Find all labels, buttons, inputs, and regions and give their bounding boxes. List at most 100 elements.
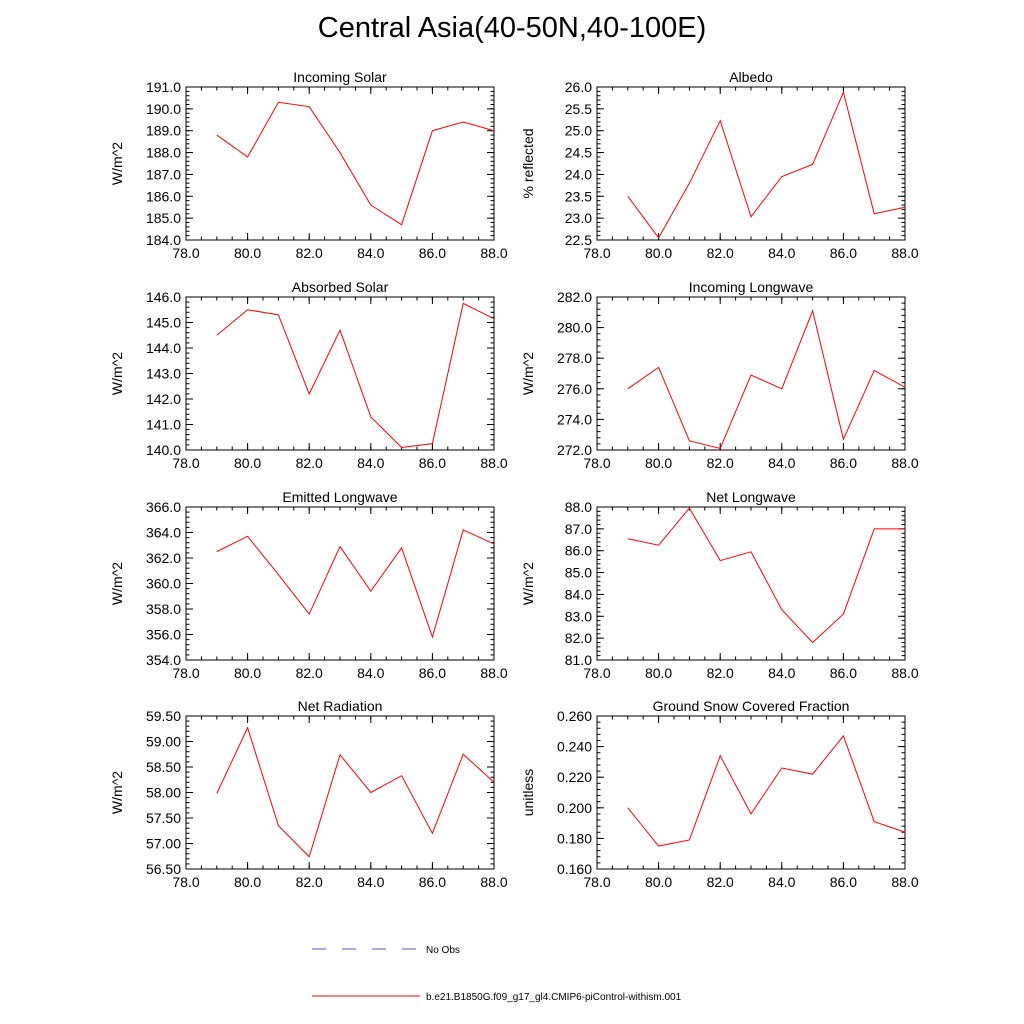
y-tick-label: 88.0 (565, 499, 592, 515)
y-tick-label: 84.0 (565, 586, 592, 602)
y-tick-label: 0.200 (557, 800, 592, 816)
y-tick-label: 276.0 (557, 381, 592, 397)
y-tick-label: 26.0 (565, 79, 592, 95)
panel-title: Incoming Solar (293, 69, 387, 85)
x-tick-label: 78.0 (172, 874, 199, 890)
panel-net-longwave: Net Longwave W/m^2 78.0 80.0 82.0 84.0 86.0 88.… (520, 489, 919, 681)
series-line (216, 529, 495, 639)
y-tick-label: 23.0 (565, 210, 592, 226)
y-tick-label: 57.00 (146, 836, 181, 852)
y-tick-label: 364.0 (146, 525, 181, 541)
panel-albedo: Albedo % reflected 78.0 80.0 82.0 84.0 86.0 88.… (520, 69, 919, 261)
y-tick-label: 87.0 (565, 521, 592, 537)
y-tick-label: 58.50 (146, 759, 181, 775)
panel-incoming-solar: Incoming Solar W/m^2 78.0 80.0 82.0 84.0 86.0 8… (109, 69, 508, 261)
y-tick-label: 272.0 (557, 442, 592, 458)
y-tick-label: 24.5 (565, 145, 592, 161)
y-axis-label: W/m^2 (520, 562, 536, 605)
y-tick-label: 25.0 (565, 123, 592, 139)
x-tick-label: 86.0 (830, 245, 857, 261)
x-tick-label: 80.0 (645, 874, 672, 890)
x-tick-label: 80.0 (234, 245, 261, 261)
y-tick-label: 86.0 (565, 543, 592, 559)
y-tick-label: 83.0 (565, 608, 592, 624)
plot-frame (596, 296, 906, 451)
y-tick-label: 143.0 (146, 366, 181, 382)
y-tick-label: 85.0 (565, 565, 592, 581)
panel-title: Ground Snow Covered Fraction (653, 698, 850, 714)
plot-frame (596, 715, 906, 870)
y-tick-label: 188.0 (146, 145, 181, 161)
y-axis-label: W/m^2 (109, 142, 125, 185)
plot-frame (185, 86, 495, 241)
x-tick-label: 86.0 (419, 874, 446, 890)
x-tick-label: 80.0 (234, 455, 261, 471)
x-tick-label: 78.0 (172, 665, 199, 681)
y-tick-label: 0.240 (557, 739, 592, 755)
x-tick-label: 86.0 (419, 665, 446, 681)
y-tick-label: 0.160 (557, 861, 592, 877)
y-axis-label: unitless (520, 769, 536, 816)
x-tick-label: 82.0 (707, 665, 734, 681)
y-tick-label: 58.00 (146, 785, 181, 801)
y-axis-label: W/m^2 (109, 562, 125, 605)
x-tick-label: 88.0 (480, 245, 507, 261)
y-tick-label: 144.0 (146, 340, 181, 356)
x-tick-label: 80.0 (645, 245, 672, 261)
plot-frame (596, 506, 906, 661)
series-line (627, 309, 906, 450)
y-tick-label: 142.0 (146, 391, 181, 407)
x-tick-label: 82.0 (296, 245, 323, 261)
chart-panels: Incoming Solar W/m^2 78.0 80.0 82.0 84.0 86.0 8… (109, 69, 919, 890)
series-line (216, 101, 495, 226)
x-tick-label: 88.0 (891, 455, 918, 471)
panel-ground-snow-covered-fraction: Ground Snow Covered Fraction unitless 78.0… (520, 698, 919, 890)
panel-emitted-longwave: Emitted Longwave W/m^2 78.0 80.0 82.0 84.0 86.… (109, 489, 508, 681)
y-axis-label: W/m^2 (109, 352, 125, 395)
x-tick-label: 88.0 (480, 665, 507, 681)
figure-title: Central Asia(40-50N,40-100E) (317, 12, 707, 44)
panel-absorbed-solar: Absorbed Solar W/m^2 78.0 80.0 82.0 84.0 86.0 8… (109, 279, 508, 471)
panel-title: Absorbed Solar (292, 279, 389, 295)
x-tick-label: 78.0 (172, 245, 199, 261)
x-tick-label: 84.0 (357, 665, 384, 681)
x-tick-label: 84.0 (768, 455, 795, 471)
y-tick-label: 189.0 (146, 123, 181, 139)
x-tick-label: 86.0 (419, 245, 446, 261)
x-tick-label: 86.0 (830, 665, 857, 681)
panel-title: Albedo (729, 69, 773, 85)
y-tick-label: 186.0 (146, 188, 181, 204)
x-tick-label: 84.0 (357, 245, 384, 261)
y-tick-label: 146.0 (146, 289, 181, 305)
x-tick-label: 84.0 (357, 874, 384, 890)
x-tick-label: 80.0 (234, 874, 261, 890)
x-tick-label: 86.0 (830, 455, 857, 471)
x-tick-label: 82.0 (707, 245, 734, 261)
y-tick-label: 185.0 (146, 210, 181, 226)
y-tick-label: 145.0 (146, 315, 181, 331)
panel-title: Emitted Longwave (282, 489, 397, 505)
series-line (627, 734, 906, 847)
y-tick-label: 184.0 (146, 232, 181, 248)
legend-label-model: b.e21.B1850G.f09_g17_gl4.CMIP6-piControl… (426, 992, 682, 1003)
y-tick-label: 362.0 (146, 550, 181, 566)
x-tick-label: 82.0 (707, 874, 734, 890)
y-tick-label: 191.0 (146, 79, 181, 95)
x-tick-label: 88.0 (891, 665, 918, 681)
x-tick-label: 78.0 (583, 665, 610, 681)
y-tick-label: 141.0 (146, 417, 181, 433)
y-axis-label: W/m^2 (520, 352, 536, 395)
panel-title: Incoming Longwave (689, 279, 814, 295)
y-tick-label: 366.0 (146, 499, 181, 515)
legend: No Obs b.e21.B1850G.f09_g17_gl4.CMIP6-pi… (312, 945, 682, 1003)
x-tick-label: 84.0 (357, 455, 384, 471)
x-tick-label: 88.0 (480, 455, 507, 471)
series-line (216, 302, 495, 448)
y-tick-label: 23.5 (565, 188, 592, 204)
y-axis-label: W/m^2 (109, 771, 125, 814)
y-tick-label: 274.0 (557, 411, 592, 427)
x-tick-label: 84.0 (768, 245, 795, 261)
y-tick-label: 24.0 (565, 166, 592, 182)
x-tick-label: 88.0 (891, 874, 918, 890)
